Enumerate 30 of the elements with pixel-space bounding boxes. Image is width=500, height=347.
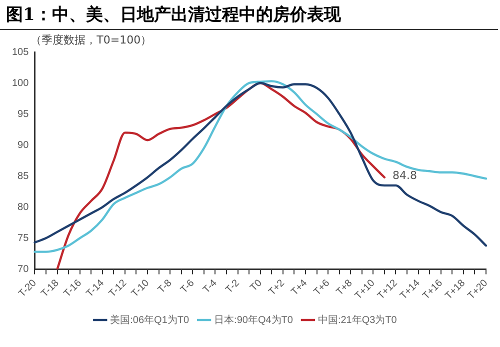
- x-tick-label: T-4: [201, 277, 220, 296]
- y-tick-label: 80: [18, 202, 30, 213]
- y-axis-title: （季度数据，T0=100）: [30, 33, 152, 46]
- y-tick-label: 75: [18, 232, 30, 244]
- y-tick-label: 70: [18, 264, 30, 275]
- x-tick-label: T0: [248, 277, 265, 294]
- x-tick-label: T-18: [39, 277, 62, 300]
- legend-label: 中国:21年Q3为T0: [318, 314, 398, 326]
- legend-label: 美国:06年Q1为T0: [110, 314, 190, 326]
- x-tick-label: T-16: [62, 277, 84, 300]
- x-tick-label: T-10: [130, 277, 152, 300]
- x-tick-label: T-6: [178, 277, 198, 296]
- y-tick-label: 85: [18, 170, 30, 182]
- y-tick-label: 105: [12, 46, 30, 58]
- y-tick-label: 95: [18, 108, 30, 120]
- x-tick-label: T-2: [224, 277, 242, 296]
- chart-title: 图1：中、美、日地产出清过程中的房价表现: [0, 0, 498, 30]
- x-tick-label: T-20: [16, 277, 40, 300]
- y-tick-label: 90: [18, 140, 30, 151]
- legend-label: 日本:90年Q4为T0: [214, 314, 294, 326]
- x-tick-label: T-12: [107, 277, 130, 300]
- x-tick-label: T-8: [156, 277, 174, 296]
- x-tick-label: T+8: [334, 277, 355, 298]
- y-tick-label: 100: [12, 78, 30, 89]
- x-tick-label: T+2: [266, 277, 288, 298]
- data-label: 84.8: [392, 169, 417, 182]
- x-tick-label: T-14: [84, 277, 107, 300]
- line-series: [56, 82, 386, 270]
- x-tick-label: T+4: [289, 277, 310, 298]
- x-tick-label: T+6: [312, 277, 332, 298]
